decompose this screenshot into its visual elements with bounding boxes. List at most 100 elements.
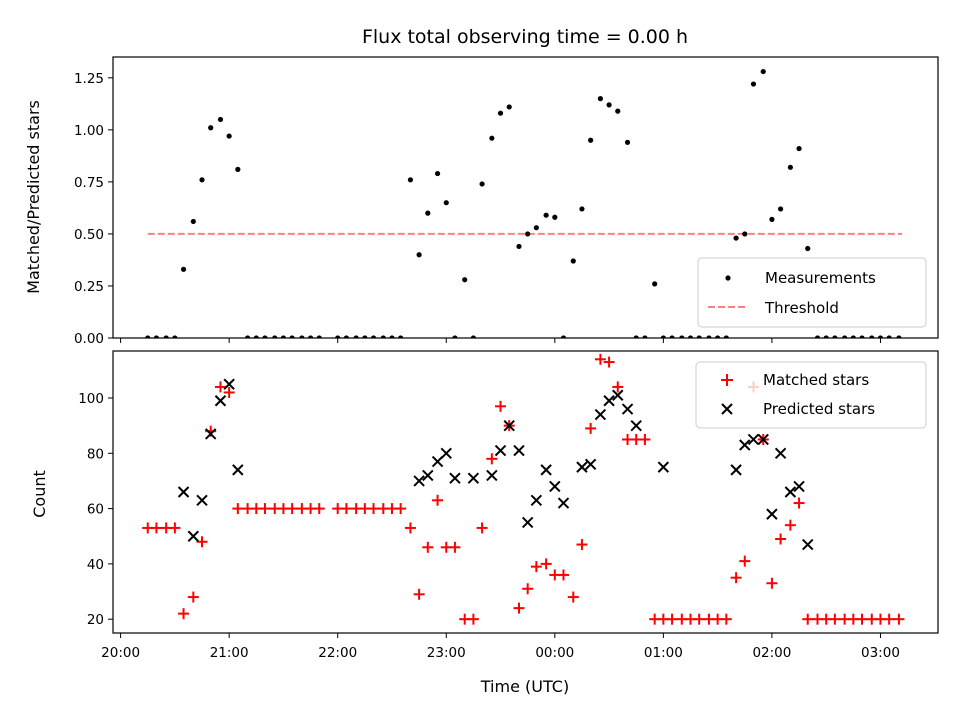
predicted-star-point (196, 494, 208, 507)
bottom-plot-marks (142, 353, 905, 625)
predicted-star-point (204, 428, 217, 440)
top-plot-frame (112, 56, 939, 339)
matched-star-point (486, 453, 498, 465)
predicted-star-stroke (630, 419, 642, 432)
predicted-star-point (603, 395, 615, 407)
measurement-point (642, 335, 648, 338)
predicted-star-point (503, 419, 515, 432)
matched-star-point (259, 503, 271, 515)
predicted-star-point (739, 439, 751, 451)
bottom-y-tick-label: 60 (87, 502, 104, 518)
top-y-tick-label: 0.50 (74, 227, 104, 243)
measurement-point (380, 335, 386, 338)
matched-star-point (793, 497, 805, 509)
measurement-point (842, 335, 848, 338)
bottom-y-tick-label: 40 (87, 557, 104, 573)
measurement-point (235, 166, 241, 172)
predicted-star-point (793, 480, 805, 493)
bottom-axis-ticks: 20 40 60 80 100 20:00 21:00 22:00 23:00 00:00 01:0… (78, 391, 900, 661)
measurement-point (226, 133, 232, 139)
top-y-tick-label: 0.00 (74, 331, 104, 347)
predicted-star-point (766, 508, 778, 520)
measurement-point (299, 335, 305, 338)
top-plot-marks (145, 68, 903, 338)
measurement-point (280, 335, 287, 338)
top-y-axis-label: Matched/Predicted stars (24, 100, 43, 294)
measurement-point (370, 335, 377, 338)
matched-star-point (340, 503, 352, 515)
measurement-point (199, 177, 205, 183)
measurement-point (652, 281, 658, 287)
measurement-point (588, 137, 594, 143)
bottom-plot-area (142, 353, 905, 625)
predicted-star-point (802, 538, 814, 551)
legend-predicted-label: Predicted stars (763, 400, 875, 418)
measurement-point (869, 335, 875, 338)
matched-star-point (557, 569, 569, 581)
matched-star-point (368, 503, 380, 515)
x-tick-label: 21:00 (210, 645, 249, 661)
measurement-point (443, 200, 449, 206)
measurement-point (769, 216, 775, 222)
matched-star-point (612, 381, 624, 393)
legend-measurements-marker (725, 275, 731, 281)
predicted-star-point (612, 389, 624, 401)
measurement-point (470, 335, 476, 338)
predicted-star-point (557, 497, 570, 509)
measurement-point (543, 212, 549, 218)
predicted-star-point (494, 444, 507, 457)
matched-star-point (784, 519, 796, 531)
measurement-point (497, 110, 504, 116)
measurement-point (407, 177, 414, 183)
predicted-star-stroke (747, 433, 760, 446)
measurement-point (145, 335, 151, 338)
measurement-point (289, 335, 295, 338)
measurement-point (389, 335, 395, 338)
matched-star-point (495, 400, 507, 412)
matched-star-point (169, 522, 181, 534)
matched-star-point (666, 613, 678, 625)
matched-star-point (313, 503, 325, 515)
measurement-point (896, 335, 902, 338)
x-tick-label: 22:00 (318, 645, 357, 661)
matched-star-point (395, 503, 407, 515)
matched-star-point (766, 577, 778, 589)
predicted-star-stroke (521, 516, 534, 529)
measurement-point (398, 335, 404, 338)
measurement-point (552, 214, 558, 220)
measurement-point (506, 104, 512, 110)
measurement-point (850, 335, 856, 338)
measurement-point (217, 116, 224, 123)
matched-star-point (639, 433, 651, 445)
measurement-point (190, 218, 196, 225)
measurement-point (462, 277, 468, 283)
measurement-point (606, 102, 612, 108)
measurement-point (335, 335, 341, 338)
predicted-star-stroke (232, 464, 244, 476)
matched-star-point (594, 353, 606, 365)
predicted-star-point (594, 408, 607, 421)
predicted-star-stroke (603, 395, 615, 407)
matched-star-point (893, 613, 905, 625)
legend-matched-label: Matched stars (763, 371, 869, 389)
top-y-tick-label: 1.00 (74, 123, 104, 139)
measurement-point (307, 335, 314, 338)
predicted-star-stroke (594, 408, 607, 421)
matched-star-point (404, 522, 416, 534)
legend-threshold-label: Threshold (764, 299, 839, 317)
matched-star-point (530, 561, 542, 573)
measurement-point (742, 231, 748, 237)
measurement-point (208, 125, 214, 131)
predicted-star-stroke (204, 428, 217, 440)
measurement-point (633, 335, 639, 338)
measurement-point (560, 335, 567, 338)
matched-star-point (196, 536, 208, 548)
legend-measurements-label: Measurements (765, 269, 876, 287)
predicted-star-stroke (530, 494, 543, 507)
measurement-point (452, 335, 458, 338)
measurement-point (570, 258, 576, 264)
top-y-tick-label: 0.75 (74, 175, 104, 191)
bottom-y-tick-label: 100 (78, 391, 104, 407)
